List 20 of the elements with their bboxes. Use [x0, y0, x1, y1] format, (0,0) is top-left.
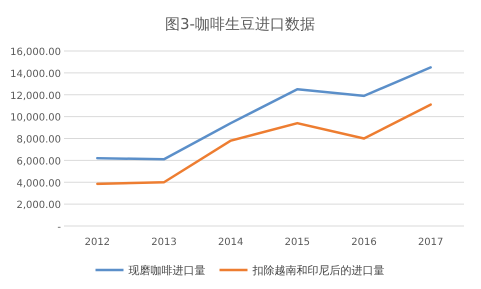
- y-tick-label: 16,000.00: [10, 47, 61, 58]
- chart-title: 图3-咖啡生豆进口数据: [165, 15, 315, 33]
- y-tick-label: 12,000.00: [10, 90, 61, 102]
- y-tick-label: -: [57, 222, 62, 233]
- y-tick-label: 2,000.00: [16, 200, 61, 212]
- line-series: [96, 66, 432, 161]
- x-tick-label: 2015: [284, 237, 310, 248]
- x-tick-label: 2013: [151, 237, 177, 248]
- x-tick-label: 2017: [418, 237, 444, 248]
- y-tick-label: 14,000.00: [10, 68, 61, 80]
- y-tick-label: 10,000.00: [10, 112, 61, 124]
- legend-label: 现磨咖啡进口量: [128, 264, 206, 277]
- x-tick-label: 2014: [218, 237, 244, 248]
- y-tick-label: 6,000.00: [16, 156, 61, 168]
- line-series: [96, 103, 432, 186]
- x-tick-label: 2016: [351, 237, 377, 248]
- legend-label: 扣除越南和印尼后的进口量: [252, 264, 384, 277]
- y-tick-label: 8,000.00: [16, 134, 61, 146]
- y-tick-label: 4,000.00: [16, 178, 61, 190]
- x-tick-label: 2012: [84, 237, 110, 248]
